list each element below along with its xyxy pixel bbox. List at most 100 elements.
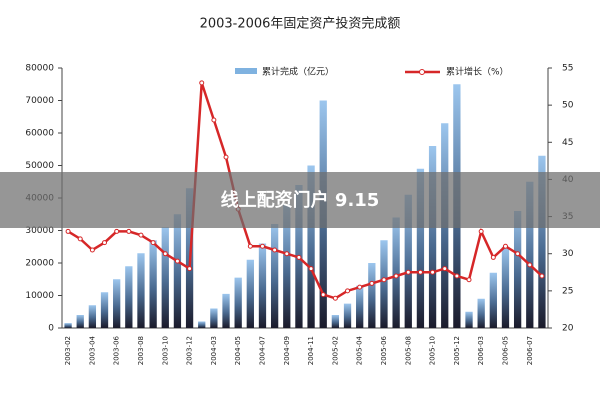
bar bbox=[283, 204, 291, 328]
line-marker bbox=[369, 280, 375, 286]
y2-tick-label: 45 bbox=[562, 138, 573, 148]
banner-text: 线上配资门户 9.15 bbox=[221, 189, 380, 211]
bar bbox=[307, 165, 315, 328]
line-marker bbox=[515, 251, 521, 257]
bar bbox=[100, 292, 109, 328]
line-marker bbox=[320, 292, 326, 298]
legend-label: 累计完成（亿元） bbox=[262, 66, 334, 78]
line-marker bbox=[65, 228, 71, 234]
line-marker bbox=[502, 243, 508, 249]
line-marker bbox=[199, 80, 205, 86]
x-tick-label: 2004-03 bbox=[210, 336, 218, 365]
line-marker bbox=[247, 243, 253, 249]
line-marker bbox=[114, 228, 120, 234]
bar bbox=[210, 308, 218, 328]
y-tick-label: 70000 bbox=[25, 96, 54, 106]
line-marker bbox=[284, 251, 290, 257]
bar bbox=[246, 259, 254, 328]
bar bbox=[198, 321, 206, 328]
bar bbox=[477, 298, 485, 328]
line-marker bbox=[527, 262, 533, 268]
line-marker bbox=[174, 258, 180, 264]
bar bbox=[513, 211, 522, 328]
line-marker bbox=[77, 236, 83, 242]
line-marker bbox=[430, 269, 436, 275]
bar bbox=[88, 305, 97, 328]
bar bbox=[538, 155, 546, 328]
bar bbox=[173, 214, 182, 328]
bar bbox=[368, 263, 376, 328]
legend-swatch bbox=[235, 68, 257, 74]
bar bbox=[258, 243, 267, 328]
bar bbox=[392, 217, 400, 328]
y-tick-label: 10000 bbox=[25, 291, 54, 301]
bar bbox=[343, 303, 352, 328]
line-marker bbox=[150, 240, 156, 246]
line-marker bbox=[539, 273, 545, 279]
bar bbox=[137, 253, 145, 328]
legend-label: 累计增长（%） bbox=[446, 66, 509, 78]
x-tick-label: 2006-03 bbox=[477, 336, 485, 365]
bar bbox=[149, 240, 157, 328]
bar bbox=[380, 240, 388, 328]
x-tick-label: 2003-12 bbox=[186, 336, 194, 365]
line-marker bbox=[259, 243, 265, 249]
line-marker bbox=[466, 277, 472, 283]
bar bbox=[465, 311, 473, 328]
line-marker bbox=[296, 254, 302, 260]
x-tick-label: 2004-09 bbox=[283, 336, 291, 365]
x-tick-label: 2004-05 bbox=[234, 336, 242, 365]
x-tick-label: 2003-10 bbox=[161, 336, 169, 365]
bar bbox=[270, 224, 279, 328]
y-tick-label: 0 bbox=[48, 324, 54, 334]
line-marker bbox=[345, 288, 351, 294]
line-marker bbox=[490, 254, 496, 260]
bar bbox=[404, 194, 412, 328]
line-marker bbox=[381, 277, 387, 283]
bar bbox=[416, 168, 425, 328]
bar bbox=[489, 272, 497, 328]
line-marker bbox=[454, 273, 460, 279]
x-tick-label: 2005-12 bbox=[453, 336, 461, 365]
x-tick-label: 2003-02 bbox=[64, 336, 72, 365]
line-marker bbox=[211, 117, 217, 123]
bar bbox=[113, 279, 121, 328]
line-marker bbox=[102, 240, 108, 246]
line-marker bbox=[162, 251, 168, 257]
bar bbox=[331, 315, 340, 328]
y2-tick-label: 20 bbox=[562, 324, 574, 334]
bar bbox=[526, 181, 534, 328]
chart-title: 2003-2006年固定资产投资完成额 bbox=[200, 16, 401, 32]
bar bbox=[64, 323, 72, 328]
line bbox=[67, 82, 543, 300]
line-marker bbox=[89, 247, 95, 253]
line-marker bbox=[187, 266, 193, 272]
line-marker bbox=[223, 154, 229, 160]
y-tick-label: 30000 bbox=[25, 226, 54, 236]
bar bbox=[76, 315, 84, 328]
x-tick-label: 2004-11 bbox=[307, 336, 315, 365]
y-tick-label: 60000 bbox=[25, 129, 54, 139]
x-tick-label: 2006-07 bbox=[526, 336, 534, 365]
bar bbox=[161, 227, 169, 328]
line-marker bbox=[393, 273, 399, 279]
x-tick-label: 2004-07 bbox=[258, 336, 266, 365]
line-marker bbox=[478, 228, 484, 234]
line-marker bbox=[332, 295, 338, 301]
x-tick-label: 2005-08 bbox=[404, 336, 412, 365]
y-tick-label: 80000 bbox=[25, 64, 54, 74]
y-tick-label: 20000 bbox=[25, 259, 54, 269]
x-tick-label: 2006-05 bbox=[501, 336, 509, 365]
bar bbox=[356, 285, 364, 328]
line-marker bbox=[126, 228, 132, 234]
bar bbox=[501, 246, 510, 328]
x-tick-label: 2005-02 bbox=[331, 336, 339, 365]
x-tick-label: 2003-04 bbox=[88, 335, 96, 365]
line-marker bbox=[138, 232, 144, 238]
bar bbox=[428, 146, 437, 328]
line-marker bbox=[405, 269, 411, 275]
x-tick-label: 2003-08 bbox=[137, 336, 145, 365]
legend-swatch bbox=[419, 69, 425, 75]
line-marker bbox=[272, 247, 278, 253]
